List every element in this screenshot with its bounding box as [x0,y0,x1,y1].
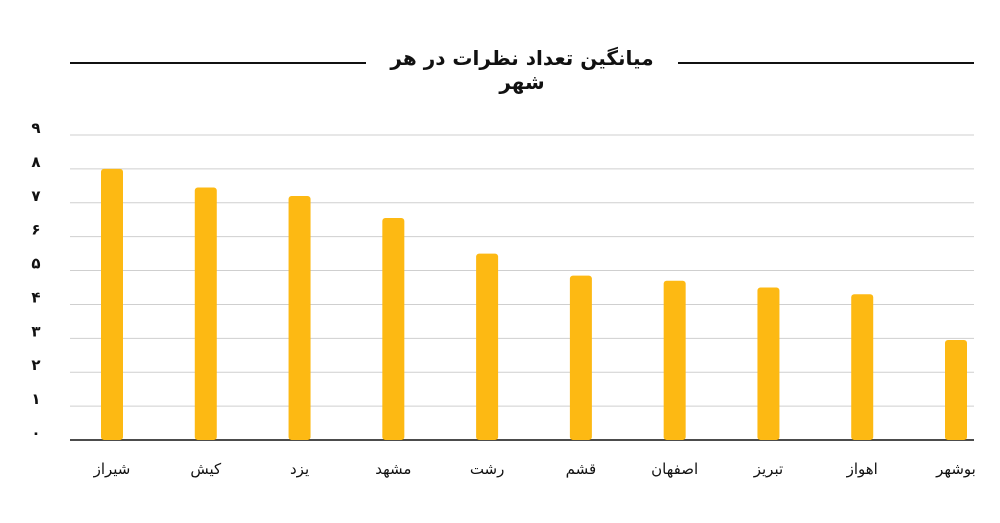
bar [382,218,405,440]
bar [757,287,780,440]
y-tick-label: ۷ [31,187,40,205]
x-tick-label: رشت [470,460,505,478]
x-tick-label: یزد [290,460,309,478]
x-tick-label: مشهد [375,460,411,478]
x-axis-labels: شیراز کیش یزد مشهد رشت قشم اصفهان تبریز اهواز بوش… [93,460,976,478]
y-tick-label: ۵ [31,255,40,273]
y-tick-label: ۱ [31,390,40,408]
y-tick-label: ۲ [31,356,40,374]
x-tick-label: بوشهر [935,460,976,478]
x-tick-label: شیراز [93,460,131,478]
y-tick-label: ۸ [31,153,40,171]
bar [945,340,967,440]
title-rule-left [70,62,366,64]
gridlines [70,134,974,441]
chart-title: میانگین تعداد نظرات در هر شهر [390,46,654,94]
x-tick-label: تبریز [753,460,783,478]
x-tick-label: اصفهان [651,460,698,478]
chart-title-bar: میانگین تعداد نظرات در هر شهر [0,38,1000,94]
title-rule-right [678,62,974,64]
bar [569,275,592,440]
bar [288,196,311,440]
y-tick-label: ۰ [31,424,40,442]
bar [851,294,874,440]
bar [194,187,217,440]
y-tick-label: ۹ [31,119,40,137]
bar [663,280,686,440]
y-tick-label: ۳ [31,322,40,340]
y-tick-label: ۴ [31,288,40,306]
x-tick-label: قشم [566,460,597,478]
bar [101,168,123,440]
y-axis-ticks: ۰ ۱ ۲ ۳ ۴ ۵ ۶ ۷ ۸ ۹ [31,119,40,442]
y-tick-label: ۶ [31,221,40,239]
x-tick-label: اهواز [846,460,878,478]
bars [101,168,967,440]
x-tick-label: کیش [190,460,222,478]
bar [476,253,499,440]
